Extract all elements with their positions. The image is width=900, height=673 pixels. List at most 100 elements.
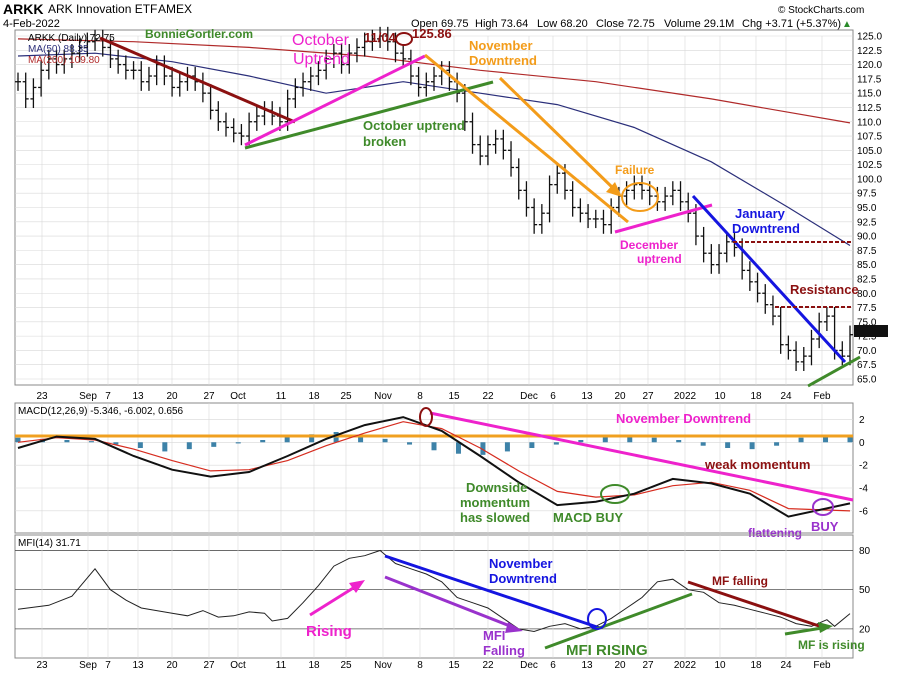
macd-histogram-bar — [480, 442, 486, 455]
price-y-tick-label: 95.0 — [857, 203, 877, 214]
x-tick-label: 27 — [642, 391, 654, 402]
mfi-falling-arrow-head — [505, 622, 523, 633]
volume-value: Volume 29.1M — [664, 18, 734, 30]
x-tick-label: 2022 — [674, 660, 697, 671]
macd-histogram-bar — [700, 442, 706, 446]
price-y-tick-label: 90.0 — [857, 232, 877, 243]
x-tick-label: Feb — [813, 660, 831, 671]
macd-histogram-bar — [113, 442, 119, 445]
x-tick-label: 25 — [340, 391, 352, 402]
ma200-label: MA(200) 109.80 — [28, 55, 100, 66]
macd-histogram-bar — [64, 440, 70, 443]
macd-label: MACD(12,26,9) -5.346, -6.002, 0.656 — [18, 406, 184, 417]
x-tick-label: 10 — [714, 391, 726, 402]
macd-histogram-bar — [407, 442, 413, 445]
macd-panel — [14, 402, 854, 534]
price-y-tick-label: 72.5 — [857, 332, 877, 343]
price-y-tick-label: 117.5 — [857, 74, 882, 85]
x-tick-label: 20 — [166, 660, 178, 671]
macd-histogram-bar — [455, 442, 461, 454]
dark-red-trendline — [99, 36, 296, 124]
x-tick-label: 18 — [308, 660, 320, 671]
macd-histogram-bar — [529, 442, 535, 448]
macd-histogram-bar — [186, 442, 192, 450]
mf-rising-arrow — [784, 626, 823, 636]
ma50-label: MA(50) 88.35 — [28, 44, 89, 55]
x-tick-label: 27 — [203, 391, 215, 402]
macd-y-tick-label: 2 — [859, 415, 865, 426]
price-y-tick-label: 100.0 — [857, 174, 882, 185]
x-tick-label: Oct — [230, 660, 246, 671]
november-arrow — [498, 76, 617, 192]
mfi-y-tick-label: 80 — [859, 546, 871, 557]
x-tick-label: 10 — [714, 660, 726, 671]
high-value-text: 125.86 — [412, 26, 452, 41]
mfi-y-tick-label: 20 — [859, 624, 871, 635]
macd-histogram-bar — [578, 440, 584, 443]
x-tick-label: 25 — [340, 660, 352, 671]
high-marker — [395, 32, 413, 46]
macd-histogram-bar — [725, 442, 731, 448]
october-uptrend-text: October Uptrend — [292, 32, 350, 68]
ma50-line — [17, 52, 851, 247]
x-tick-label: 13 — [581, 660, 593, 671]
weak-momentum-text: weak momentum — [704, 457, 810, 472]
x-tick-label: 7 — [105, 391, 111, 402]
buy-text: BUY — [811, 519, 839, 534]
x-tick-label: 22 — [482, 660, 494, 671]
x-tick-label: 24 — [780, 391, 792, 402]
mfi-low-marker — [587, 608, 607, 630]
mfi-november-downtrend-text: November Downtrend — [489, 556, 557, 586]
high-value: High 73.64 — [475, 18, 528, 30]
x-tick-label: Oct — [230, 391, 246, 402]
x-tick-label: Sep — [79, 660, 97, 671]
october-uptrend-line — [244, 54, 426, 147]
price-y-tick-label: 82.5 — [857, 274, 877, 285]
x-tick-label: 11 — [276, 660, 287, 671]
price-y-tick-label: 80.0 — [857, 289, 877, 300]
price-y-tick-label: 110.0 — [857, 117, 882, 128]
price-y-tick-label: 115.0 — [857, 89, 882, 100]
macd-histogram-bar — [651, 437, 657, 443]
mf-falling-line — [687, 580, 826, 630]
x-tick-label: 8 — [417, 660, 423, 671]
x-tick-label: 20 — [614, 660, 626, 671]
brand-credit: © StockCharts.com — [778, 5, 864, 16]
exchange: AMEX — [158, 2, 192, 16]
watermark: BonnieGortler.com — [145, 27, 253, 41]
price-y-tick-label: 70.0 — [857, 346, 877, 357]
mfi-november-downtrend-line — [384, 554, 601, 630]
price-y-tick-label: 85.0 — [857, 260, 877, 271]
resistance-text: Resistance — [790, 282, 859, 297]
x-tick-label: Dec — [520, 391, 538, 402]
price-y-tick-label: 65.0 — [857, 375, 877, 386]
high-date-text: 11/04 — [364, 30, 397, 45]
november-downtrend-line — [424, 53, 629, 224]
macd-histogram-bar — [88, 441, 94, 443]
x-tick-label: 24 — [780, 660, 792, 671]
december-uptrend-line — [614, 203, 713, 234]
macd-histogram-bar — [823, 435, 829, 443]
x-tick-label: 27 — [203, 660, 215, 671]
october-support-line — [244, 80, 494, 150]
macd-histogram-bar — [774, 442, 780, 446]
x-tick-label: 15 — [448, 660, 460, 671]
fund-name: ARK Innovation ETF — [48, 2, 157, 16]
price-y-tick-label: 125.0 — [857, 32, 882, 43]
rising-text: Rising — [306, 623, 352, 640]
failure-text: Failure — [615, 163, 655, 177]
macd-histogram-bar — [137, 442, 143, 448]
mfi-rising-line — [544, 592, 693, 650]
x-tick-label: 13 — [581, 391, 593, 402]
macd-histogram-bar — [798, 437, 804, 443]
low-value: Low 68.20 — [537, 18, 588, 30]
x-tick-label: Dec — [520, 660, 538, 671]
x-tick-label: 13 — [132, 391, 144, 402]
mfi-falling-text: MFI Falling — [483, 628, 525, 658]
open-value: Open 69.75 — [411, 18, 469, 30]
december-uptrend-text: December uptrend — [620, 238, 682, 266]
price-y-tick-label: 107.5 — [857, 132, 882, 143]
macd-histogram-bar — [431, 442, 437, 451]
x-tick-label: 27 — [642, 660, 654, 671]
close-value: Close 72.75 — [596, 18, 655, 30]
